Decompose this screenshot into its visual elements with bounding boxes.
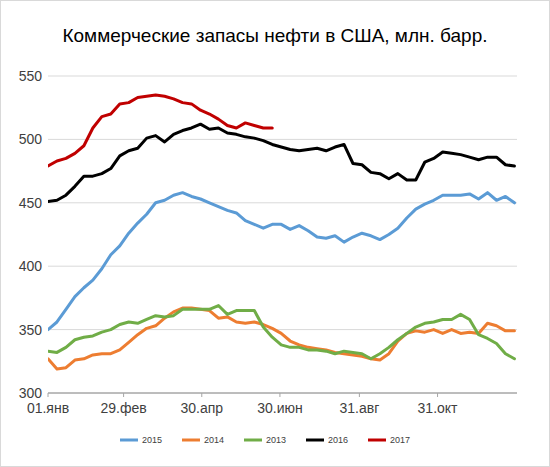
legend-swatch	[244, 439, 262, 442]
series-line	[48, 306, 514, 359]
legend-label: 2014	[204, 435, 224, 445]
y-tick-label: 400	[19, 258, 43, 274]
legend-swatch	[368, 439, 386, 442]
y-tick-label: 450	[19, 195, 43, 211]
series-line	[48, 124, 514, 201]
legend-swatch	[182, 439, 200, 442]
y-tick-label: 350	[19, 322, 43, 338]
series-line	[48, 95, 272, 166]
x-axis	[48, 393, 517, 394]
y-tick-label: 500	[19, 131, 43, 147]
grid-line	[48, 393, 517, 394]
x-tick-label: 31.авг	[339, 400, 379, 416]
plot-area	[48, 95, 514, 369]
legend-label: 2017	[390, 435, 410, 445]
grid-line	[48, 202, 517, 203]
x-tick-label: 30.июн	[257, 400, 303, 416]
legend-label: 2013	[266, 435, 286, 445]
x-tick	[201, 393, 202, 397]
legend-swatch	[120, 439, 138, 442]
x-tick	[279, 393, 280, 397]
x-tick-label: 30.апр	[180, 400, 223, 416]
grid-line	[48, 139, 517, 140]
x-tick-label: 29.фев	[100, 400, 146, 416]
x-tick	[123, 393, 124, 397]
title: Коммерческие запасы нефти в США, млн. ба…	[62, 25, 487, 46]
series-line	[48, 193, 514, 330]
grid-line	[48, 266, 517, 267]
legend-label: 2015	[142, 435, 162, 445]
grid-line	[48, 329, 517, 330]
grid-line	[48, 76, 517, 77]
x-tick-label: 01.янв	[27, 400, 69, 416]
legend: 2015 2014 2013 2016 2017	[120, 435, 410, 445]
legend-swatch	[306, 439, 324, 442]
x-tick	[437, 393, 438, 397]
x-tick-label: 31.окт	[418, 400, 459, 416]
chart: Коммерческие запасы нефти в США, млн. ба…	[0, 0, 550, 467]
series-line	[48, 308, 514, 369]
chart-border	[1, 1, 550, 467]
y-tick-label: 550	[19, 68, 43, 84]
x-tick	[48, 393, 49, 397]
y-tick-label: 300	[19, 385, 43, 401]
legend-label: 2016	[328, 435, 348, 445]
x-tick	[359, 393, 360, 397]
